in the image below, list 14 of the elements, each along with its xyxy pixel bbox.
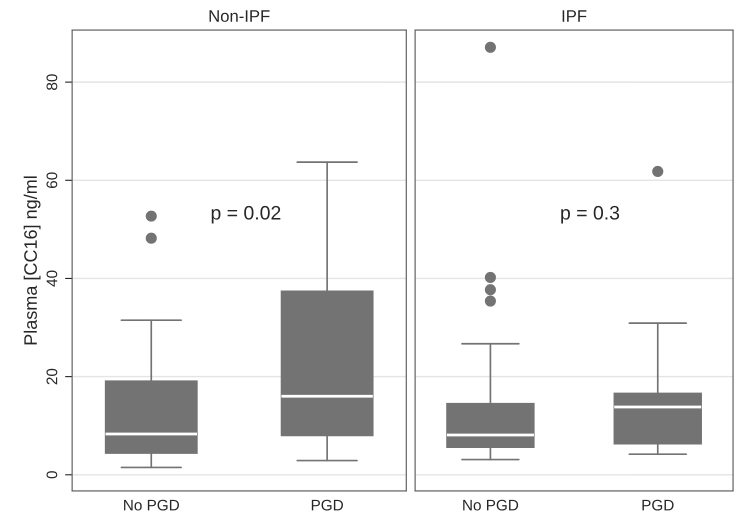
y-tick-label: 0 [46,471,58,478]
x-tick-label: PGD [312,500,343,511]
y-tick-label: 40 [46,270,58,287]
y-axis-title: Plasma [CC16] ng/ml [24,176,41,344]
x-tick-label: No PGD [463,500,518,511]
annotation: p = 0.3 [561,206,620,224]
x-tick-label: PGD [642,500,674,511]
y-tick-label: 60 [46,172,58,188]
y-tick-label: 80 [46,74,58,90]
chart-title: Non-IPF [210,10,270,22]
chart-title: IPF [562,10,586,22]
annotation: p = 0.02 [212,206,280,224]
x-tick-label: No PGD [124,500,179,511]
y-tick-label: 20 [46,368,58,384]
